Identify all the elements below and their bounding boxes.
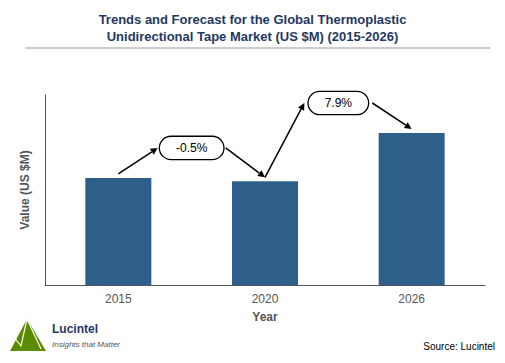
svg-text:Lucintel: Lucintel (52, 322, 98, 336)
svg-text:Unidirectional Tape Market (US: Unidirectional Tape Market (US $M) (2015… (107, 29, 399, 44)
svg-text:Year: Year (252, 310, 278, 324)
svg-text:7.9%: 7.9% (325, 96, 353, 110)
svg-text:2026: 2026 (398, 292, 425, 306)
svg-text:-0.5%: -0.5% (176, 141, 208, 155)
svg-text:Source: Lucintel: Source: Lucintel (423, 341, 495, 352)
svg-text:2015: 2015 (105, 292, 132, 306)
svg-text:Insights that Matter: Insights that Matter (52, 340, 120, 349)
svg-text:Trends and Forecast for the Gl: Trends and Forecast for the Global Therm… (99, 12, 407, 27)
svg-text:Value (US $M): Value (US $M) (18, 150, 32, 229)
svg-text:2020: 2020 (252, 292, 279, 306)
